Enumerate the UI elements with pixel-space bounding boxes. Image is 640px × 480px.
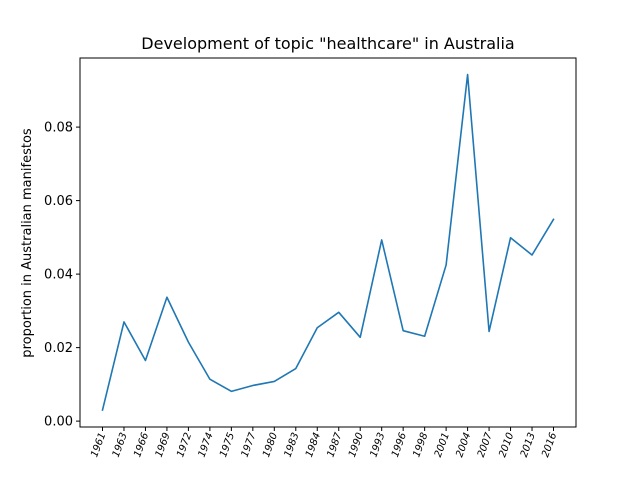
- x-tick-label: 2004: [454, 431, 473, 459]
- x-tick-label: 2016: [540, 431, 559, 459]
- chart-title: Development of topic "healthcare" in Aus…: [141, 34, 514, 53]
- x-tick-label: 1974: [197, 431, 216, 459]
- y-axis-label: proportion in Australian manifestos: [20, 128, 35, 358]
- y-tick-label: 0.02: [44, 341, 73, 356]
- y-tick-label: 0.08: [44, 121, 73, 136]
- x-tick-label: 1966: [132, 431, 151, 459]
- x-tick-label: 1990: [347, 431, 366, 459]
- x-tick-label: 1993: [368, 431, 387, 459]
- x-tick-label: 2007: [476, 431, 495, 459]
- x-tick-label: 2013: [519, 431, 538, 459]
- y-tick-label: 0.00: [44, 415, 73, 430]
- x-tick-label: 2001: [433, 431, 452, 459]
- x-tick-label: 1961: [89, 431, 108, 459]
- x-tick-label: 1963: [111, 431, 130, 459]
- x-tick-label: 1969: [154, 431, 173, 459]
- x-tick-label: 1998: [411, 431, 430, 459]
- plot-frame: [79, 57, 577, 428]
- x-tick-label: 1984: [304, 431, 323, 459]
- x-tick-label: 1975: [218, 431, 237, 459]
- x-tick-label: 1972: [175, 431, 194, 459]
- y-axis: 0.00 0.02 0.04 0.06 0.08: [44, 121, 80, 430]
- x-tick-label: 1983: [283, 431, 302, 459]
- y-tick-label: 0.04: [44, 268, 73, 283]
- x-axis: 1961 1963 1966 1969 1972 1974 1975 1977 1980 1983…: [89, 427, 559, 459]
- x-tick-label: 1996: [390, 431, 409, 459]
- x-tick-label: 1977: [240, 431, 259, 459]
- x-tick-label: 2010: [497, 431, 516, 459]
- x-tick-label: 1987: [326, 431, 345, 459]
- x-tick-label: 1980: [261, 431, 280, 459]
- series-line: [101, 73, 555, 412]
- y-tick-label: 0.06: [44, 194, 73, 209]
